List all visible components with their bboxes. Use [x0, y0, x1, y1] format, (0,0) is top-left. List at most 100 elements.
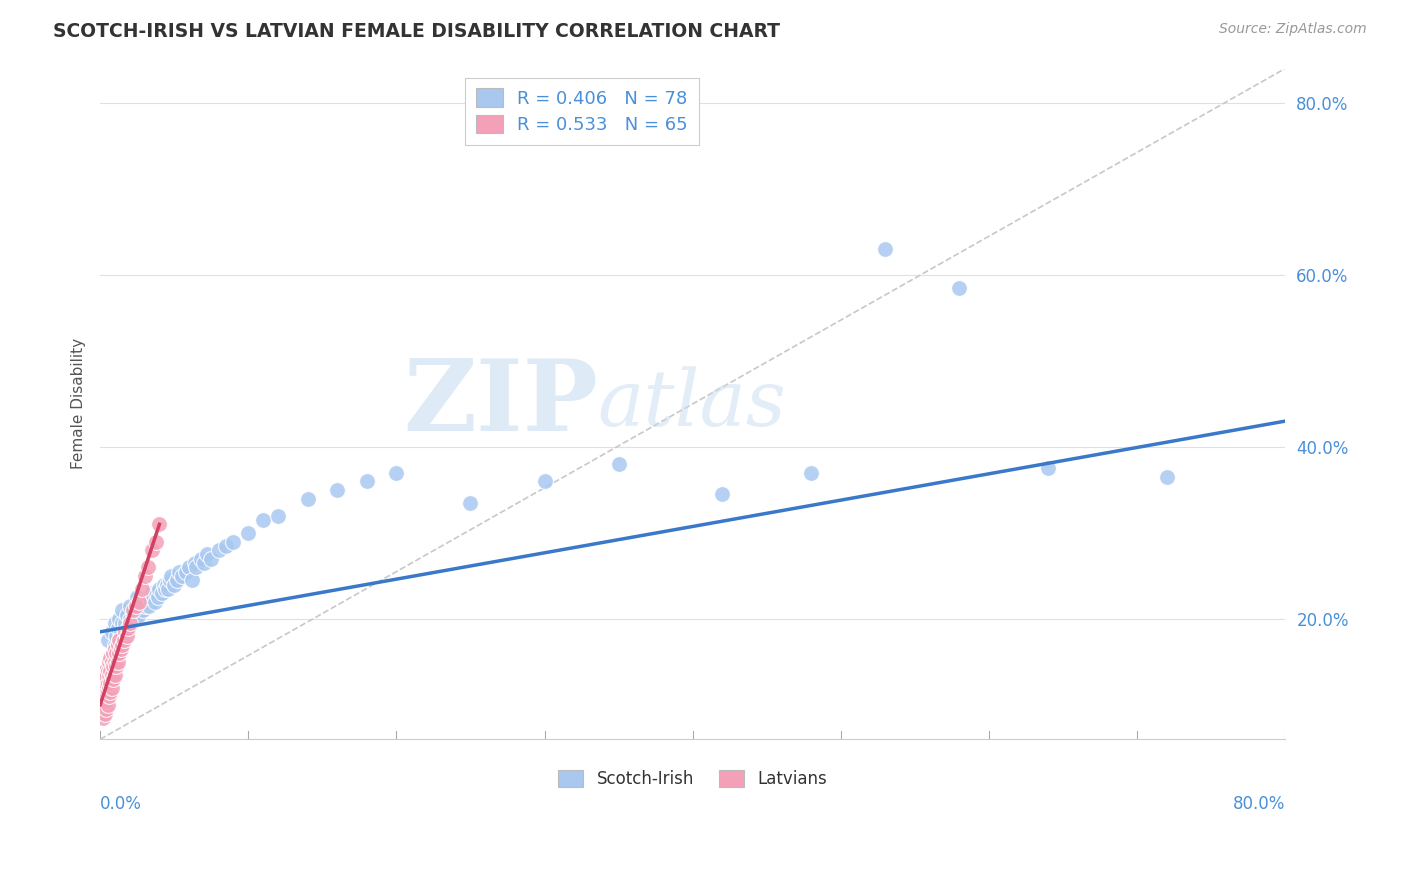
- Point: [141, 543, 163, 558]
- Point: [98, 681, 121, 695]
- Point: [193, 556, 215, 570]
- Point: [98, 668, 121, 682]
- Point: [150, 586, 173, 600]
- Point: [118, 616, 141, 631]
- Text: atlas: atlas: [598, 366, 786, 442]
- Point: [181, 573, 204, 587]
- Point: [104, 655, 127, 669]
- Point: [159, 573, 181, 587]
- Point: [93, 664, 115, 678]
- Point: [117, 621, 139, 635]
- Point: [127, 599, 149, 613]
- Point: [138, 599, 160, 613]
- Point: [118, 612, 141, 626]
- Point: [948, 281, 970, 295]
- Point: [120, 616, 142, 631]
- Point: [145, 586, 167, 600]
- Point: [101, 624, 124, 639]
- Point: [121, 607, 143, 622]
- Point: [128, 607, 150, 622]
- Legend: Scotch-Irish, Latvians: Scotch-Irish, Latvians: [548, 760, 837, 798]
- Point: [177, 560, 200, 574]
- Text: 80.0%: 80.0%: [1233, 796, 1285, 814]
- Point: [170, 569, 193, 583]
- Point: [108, 646, 131, 660]
- Point: [98, 690, 121, 704]
- Y-axis label: Female Disability: Female Disability: [72, 338, 86, 469]
- Text: ZIP: ZIP: [404, 355, 598, 452]
- Point: [94, 685, 117, 699]
- Point: [139, 591, 162, 605]
- Point: [93, 681, 115, 695]
- Point: [157, 582, 180, 596]
- Point: [146, 591, 169, 605]
- Point: [125, 612, 148, 626]
- Point: [143, 595, 166, 609]
- Point: [90, 702, 112, 716]
- Point: [195, 548, 218, 562]
- Point: [118, 599, 141, 613]
- Point: [111, 616, 134, 631]
- Point: [101, 681, 124, 695]
- Point: [160, 569, 183, 583]
- Point: [122, 603, 145, 617]
- Point: [166, 573, 188, 587]
- Point: [156, 577, 179, 591]
- Point: [103, 659, 125, 673]
- Point: [98, 655, 121, 669]
- Point: [115, 624, 138, 639]
- Point: [141, 586, 163, 600]
- Point: [105, 659, 128, 673]
- Point: [238, 525, 260, 540]
- Point: [190, 551, 212, 566]
- Point: [100, 650, 122, 665]
- Point: [104, 638, 127, 652]
- Point: [93, 706, 115, 721]
- Point: [131, 595, 153, 609]
- Point: [94, 676, 117, 690]
- Point: [131, 582, 153, 596]
- Point: [142, 591, 165, 605]
- Point: [208, 543, 231, 558]
- Point: [91, 672, 114, 686]
- Point: [91, 676, 114, 690]
- Point: [132, 603, 155, 617]
- Point: [107, 655, 129, 669]
- Point: [104, 616, 127, 631]
- Point: [174, 565, 197, 579]
- Point: [121, 603, 143, 617]
- Point: [155, 582, 177, 596]
- Point: [533, 475, 555, 489]
- Point: [93, 672, 115, 686]
- Point: [136, 591, 159, 605]
- Point: [134, 569, 156, 583]
- Text: Source: ZipAtlas.com: Source: ZipAtlas.com: [1219, 22, 1367, 37]
- Point: [112, 633, 135, 648]
- Point: [127, 591, 149, 605]
- Point: [105, 629, 128, 643]
- Point: [800, 466, 823, 480]
- Point: [107, 621, 129, 635]
- Point: [108, 633, 131, 648]
- Point: [91, 711, 114, 725]
- Point: [114, 624, 136, 639]
- Point: [607, 457, 630, 471]
- Point: [1038, 461, 1060, 475]
- Point: [167, 565, 190, 579]
- Point: [100, 664, 122, 678]
- Point: [1156, 470, 1178, 484]
- Point: [129, 599, 152, 613]
- Point: [103, 672, 125, 686]
- Point: [267, 508, 290, 523]
- Point: [297, 491, 319, 506]
- Point: [101, 668, 124, 682]
- Point: [100, 676, 122, 690]
- Point: [145, 534, 167, 549]
- Point: [96, 698, 118, 712]
- Point: [136, 560, 159, 574]
- Point: [222, 534, 245, 549]
- Point: [90, 681, 112, 695]
- Point: [90, 685, 112, 699]
- Point: [111, 638, 134, 652]
- Point: [105, 646, 128, 660]
